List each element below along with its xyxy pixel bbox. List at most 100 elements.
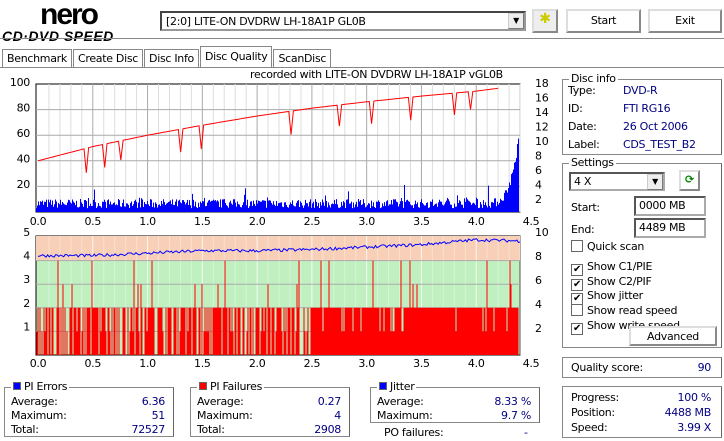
pie-total-label: Total: xyxy=(11,423,39,436)
checkmark-icon[interactable]: ✔ xyxy=(571,264,583,276)
progress-value: 100 % xyxy=(677,391,712,404)
x-tick-label: 4.5 xyxy=(523,215,540,228)
refresh-icon: ⟳ xyxy=(685,173,694,186)
x-tick-label: 4.0 xyxy=(468,215,485,228)
checkbox-show-c1-pie[interactable]: ✔ Show C1/PIE xyxy=(571,260,652,276)
y2-tick-label: 14 xyxy=(535,106,549,119)
quality-score-label: Quality score: xyxy=(571,361,643,374)
chart-title: recorded with LITE-ON DVDRW LH-18A1P vGL… xyxy=(250,68,503,81)
x-tick-label: 0.0 xyxy=(30,357,47,370)
x-tick-label: 1.0 xyxy=(139,215,156,228)
cd-dvd-speed-logo: CD·DVD SPEED xyxy=(2,28,114,44)
pie-maximum-value: 51 xyxy=(151,409,166,422)
checkbox-show-jitter[interactable]: ✔ Show jitter xyxy=(571,289,643,306)
progress-panel: Progress: 100 % Position: 4488 MB Speed:… xyxy=(562,386,722,438)
jitter-average-value: 8.33 % xyxy=(494,395,531,408)
pif-average-value: 0.27 xyxy=(317,395,342,408)
drive-select[interactable]: [2:0] LITE-ON DVDRW LH-18A1P GL0B ▼ xyxy=(160,11,526,31)
checkmark-icon[interactable]: ✔ xyxy=(571,278,583,291)
exit-button[interactable]: Exit xyxy=(648,9,722,33)
tab-bar: Benchmark Create Disc Disc Info Disc Qua… xyxy=(2,46,332,67)
plot-area xyxy=(35,83,521,213)
checkmark-icon[interactable]: ✔ xyxy=(571,322,583,335)
speed-select[interactable]: 4 X ▼ xyxy=(569,172,665,191)
start-input[interactable]: 0000 MB xyxy=(634,196,706,216)
quality-score-panel: Quality score: 90 xyxy=(562,357,722,378)
checkbox-icon[interactable] xyxy=(571,304,583,317)
checkbox-show-c2-pif[interactable]: ✔ Show C2/PIF xyxy=(571,275,652,291)
tab-disc-info[interactable]: Disc Info xyxy=(144,49,199,67)
y2-tick-label: 6 xyxy=(535,274,542,287)
id-value: FTI RG16 xyxy=(623,102,671,115)
checkbox-show-read-speed[interactable]: Show read speed xyxy=(571,304,677,317)
x-tick-label: 3.0 xyxy=(358,215,375,228)
jitter-title: Jitter xyxy=(377,380,417,393)
x-tick-label: 3.5 xyxy=(413,357,430,370)
y2-tick-label: 10 xyxy=(535,135,549,148)
quality-score-value: 90 xyxy=(697,361,712,374)
po-failures-label: PO failures: xyxy=(384,426,444,439)
jitter-average-label: Average: xyxy=(377,395,424,408)
pie-total-value: 72527 xyxy=(131,423,166,436)
tab-disc-quality[interactable]: Disc Quality xyxy=(199,46,273,67)
y2-tick-label: 10 xyxy=(535,226,549,239)
pi-errors-color-icon xyxy=(13,382,21,390)
x-tick-label: 2.0 xyxy=(249,215,266,228)
warning-band xyxy=(36,236,520,261)
po-failures-value: - xyxy=(524,426,528,439)
pie-average-label: Average: xyxy=(11,395,58,408)
y2-tick-label: 18 xyxy=(535,77,549,90)
tab-scandisc[interactable]: ScanDisc xyxy=(273,49,332,67)
chevron-down-icon[interactable]: ▼ xyxy=(647,174,663,190)
label-value: CDS_TEST_B2 xyxy=(623,138,696,151)
checkbox-label: Quick scan xyxy=(587,240,645,253)
tab-panel-border xyxy=(0,67,724,68)
checkbox-quick-scan[interactable]: Quick scan xyxy=(571,240,644,253)
position-value: 4488 MB xyxy=(664,406,712,419)
end-label: End: xyxy=(571,223,595,236)
x-tick-label: 3.5 xyxy=(413,215,430,228)
checkbox-icon[interactable] xyxy=(571,240,583,252)
y-tick-label: 100 xyxy=(10,76,30,89)
nero-logo: nero xyxy=(40,0,99,31)
pie-maximum-label: Maximum: xyxy=(11,409,67,422)
y-tick-label: 5 xyxy=(23,226,30,239)
jitter-maximum-value: 9.7 % xyxy=(501,409,531,422)
advanced-button[interactable]: Advanced xyxy=(629,326,717,346)
chevron-down-icon[interactable]: ▼ xyxy=(508,13,524,29)
jitter-panel: Jitter Average: 8.33 % Maximum: 9.7 % xyxy=(370,380,540,423)
disc-info-title: Disc info xyxy=(569,72,618,85)
pif-maximum-label: Maximum: xyxy=(197,409,253,422)
y2-tick-label: 2 xyxy=(535,193,542,206)
pif-total-value: 2908 xyxy=(314,423,341,436)
end-input[interactable]: 4489 MB xyxy=(634,218,706,238)
pi-failures-title: PI Failures xyxy=(197,380,264,393)
type-value: DVD-R xyxy=(623,84,658,97)
y-tick-label: 80 xyxy=(17,102,31,115)
y2-tick-label: 8 xyxy=(535,150,542,163)
jitter-title-text: Jitter xyxy=(390,380,415,393)
pif-average-label: Average: xyxy=(197,395,244,408)
drive-settings-button[interactable]: ✱ xyxy=(532,9,558,33)
progress-label: Progress: xyxy=(571,391,619,404)
write-speed-line xyxy=(37,87,499,173)
disc-info-panel: Disc info Type: DVD-R ID: FTI RG16 Date:… xyxy=(562,72,722,155)
speed-value: 4 X xyxy=(574,175,592,188)
x-tick-label: 0.5 xyxy=(84,357,101,370)
x-tick-label: 0.5 xyxy=(84,215,101,228)
start-button[interactable]: Start xyxy=(566,9,641,33)
speed-value: 3.99 X xyxy=(677,421,711,434)
y2-tick-label: 6 xyxy=(535,164,542,177)
label-label: Label: xyxy=(568,138,600,151)
charts: 0.0 0.5 1.0 1.5 2.0 2.5 3.0 3.5 4.0 4.5 100 80 60 40 2… xyxy=(10,76,549,370)
tab-create-disc[interactable]: Create Disc xyxy=(72,49,144,67)
y-tick-label: 3 xyxy=(23,273,30,286)
tab-benchmark[interactable]: Benchmark xyxy=(2,49,72,67)
pi-failures-panel: PI Failures Average: 0.27 Maximum: 4 Tot… xyxy=(190,380,350,437)
date-value: 26 Oct 2006 xyxy=(623,120,688,133)
refresh-button[interactable]: ⟳ xyxy=(679,170,700,191)
y2-tick-label: 8 xyxy=(535,250,542,263)
y2-tick-label: 16 xyxy=(535,92,549,105)
y-tick-label: 20 xyxy=(17,178,31,191)
x-tick-label: 2.5 xyxy=(304,357,321,370)
